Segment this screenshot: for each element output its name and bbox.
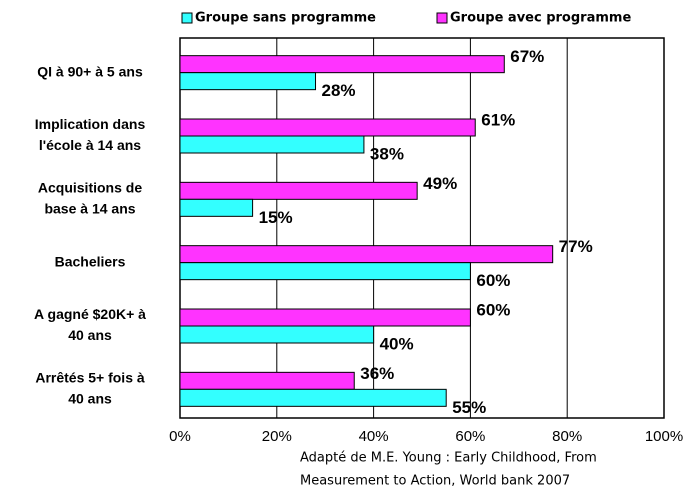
source-note: Adapté de M.E. Young : Early Childhood, … bbox=[300, 451, 597, 466]
legend-swatch bbox=[436, 12, 448, 24]
legend-swatch bbox=[181, 12, 193, 24]
x-tick-label: 80% bbox=[552, 428, 582, 445]
bar bbox=[179, 262, 471, 281]
value-label: 77% bbox=[559, 237, 593, 256]
y-tick-label: 40 ans bbox=[68, 327, 112, 343]
y-tick-label: base à 14 ans bbox=[44, 201, 135, 217]
bar bbox=[179, 325, 375, 344]
y-tick-label: Implication dans bbox=[35, 116, 146, 132]
y-tick-label: l'école à 14 ans bbox=[39, 137, 141, 153]
value-label: 60% bbox=[476, 300, 510, 319]
value-label: 55% bbox=[452, 398, 486, 417]
bar bbox=[179, 181, 418, 200]
bar bbox=[179, 72, 317, 91]
legend-label: Groupe avec programme bbox=[450, 11, 631, 26]
value-label: 28% bbox=[322, 81, 356, 100]
value-label: 15% bbox=[259, 208, 293, 227]
bar bbox=[179, 198, 254, 217]
bar bbox=[179, 388, 447, 407]
bar bbox=[179, 245, 554, 264]
value-label: 61% bbox=[481, 110, 515, 129]
y-tick-label: 40 ans bbox=[68, 391, 112, 407]
source-note: Measurement to Action, World bank 2007 bbox=[300, 474, 570, 489]
x-tick-label: 60% bbox=[455, 428, 485, 445]
x-tick-label: 40% bbox=[359, 428, 389, 445]
x-tick-label: 20% bbox=[262, 428, 292, 445]
value-label: 49% bbox=[423, 174, 457, 193]
value-label: 40% bbox=[380, 334, 414, 353]
x-tick-label: 0% bbox=[169, 428, 191, 445]
bar bbox=[179, 371, 355, 390]
bar bbox=[179, 55, 505, 74]
bar bbox=[179, 308, 471, 327]
value-label: 60% bbox=[476, 271, 510, 290]
plot-frame bbox=[179, 37, 665, 419]
y-tick-label: Bacheliers bbox=[55, 253, 126, 269]
y-tick-label: A gagné $20K+ à bbox=[34, 306, 146, 322]
value-label: 67% bbox=[510, 47, 544, 66]
y-tick-label: Acquisitions de bbox=[38, 180, 142, 196]
value-label: 38% bbox=[370, 144, 404, 163]
bar bbox=[179, 118, 476, 137]
y-tick-label: QI à 90+ à 5 ans bbox=[37, 63, 143, 79]
bar bbox=[179, 135, 365, 154]
x-tick-label: 100% bbox=[645, 428, 683, 445]
value-label: 36% bbox=[360, 364, 394, 383]
legend-label: Groupe sans programme bbox=[195, 11, 376, 26]
y-tick-label: Arrêtés 5+ fois à bbox=[35, 370, 145, 386]
